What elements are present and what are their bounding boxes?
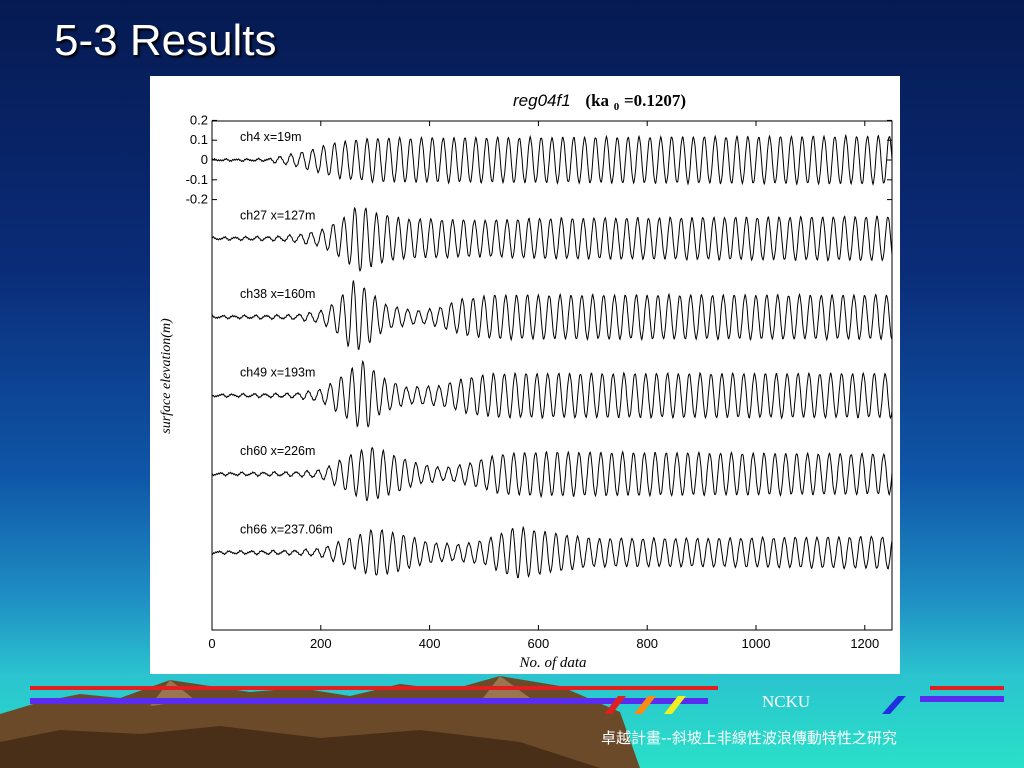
chart-panel: reg04f1 (ka 0 =0.1207) 0 200 400 600 800 1000…	[150, 76, 900, 674]
y-tick-label: 0.1	[190, 132, 208, 147]
x-tick-label: 1000	[742, 636, 771, 651]
x-tick-label: 200	[310, 636, 332, 651]
accent-slash-red	[604, 696, 626, 714]
accent-stripe-blue-right	[920, 696, 1004, 702]
trace-label: ch60 x=226m	[240, 444, 315, 458]
y-tick-label: 0.2	[190, 112, 208, 127]
wave-chart: reg04f1 (ka 0 =0.1207) 0 200 400 600 800 1000…	[159, 91, 893, 671]
accent-slash-yellow	[664, 696, 686, 714]
x-tick-label: 400	[419, 636, 441, 651]
mountain-foreground	[0, 726, 600, 768]
trace-label: ch49 x=193m	[240, 366, 315, 380]
trace-label: ch4 x=19m	[240, 130, 302, 144]
wave-trace	[211, 525, 893, 579]
slide-title: 5-3 Results	[54, 16, 277, 65]
y-tick-label: -0.1	[186, 172, 208, 187]
plot-frame	[211, 120, 893, 631]
y-axis-label: surface elevation(m)	[159, 318, 174, 434]
chart-title-param-value: =0.1207)	[624, 91, 686, 110]
x-tick-label: 0	[208, 636, 215, 651]
project-title: 卓越計畫--斜坡上非線性波浪傳動特性之研究	[601, 729, 897, 747]
y-tick-label: -0.2	[186, 192, 208, 207]
chart-title-param-sub: 0	[614, 101, 620, 113]
trace-label: ch27 x=127m	[240, 209, 315, 223]
wave-trace	[211, 447, 893, 502]
chart-title: reg04f1 (ka 0 =0.1207)	[513, 91, 686, 114]
wave-trace	[211, 359, 893, 428]
accent-stripe-blue	[30, 698, 708, 704]
footer-decoration	[0, 676, 1004, 768]
y-tick-label: 0	[201, 152, 208, 167]
wave-trace	[211, 206, 893, 272]
accent-stripe-red-right	[930, 686, 1004, 690]
trace-label: ch66 x=237.06m	[240, 523, 333, 537]
chart-title-param: (ka	[585, 91, 609, 110]
wave-trace	[211, 133, 893, 186]
x-tick-label: 1200	[850, 636, 879, 651]
x-tick-label: 800	[636, 636, 658, 651]
chart-title-run: reg04f1	[513, 91, 571, 110]
x-tick-label: 600	[528, 636, 550, 651]
trace-label: ch38 x=160m	[240, 287, 315, 301]
accent-stripe-red	[30, 686, 718, 690]
accent-slash-orange	[634, 696, 656, 714]
brand-label: NCKU	[762, 692, 811, 711]
x-axis-label: No. of data	[518, 655, 586, 671]
traces: ch4 x=19m ch27 x=127m ch38 x=160m ch49 x=19…	[211, 130, 893, 579]
wave-trace	[211, 280, 893, 350]
accent-slash-blue	[882, 696, 906, 714]
x-axis: 0 200 400 600 800 1000 1200	[208, 121, 879, 651]
y-axis: 0.2 0.1 0 -0.1 -0.2	[186, 112, 892, 207]
